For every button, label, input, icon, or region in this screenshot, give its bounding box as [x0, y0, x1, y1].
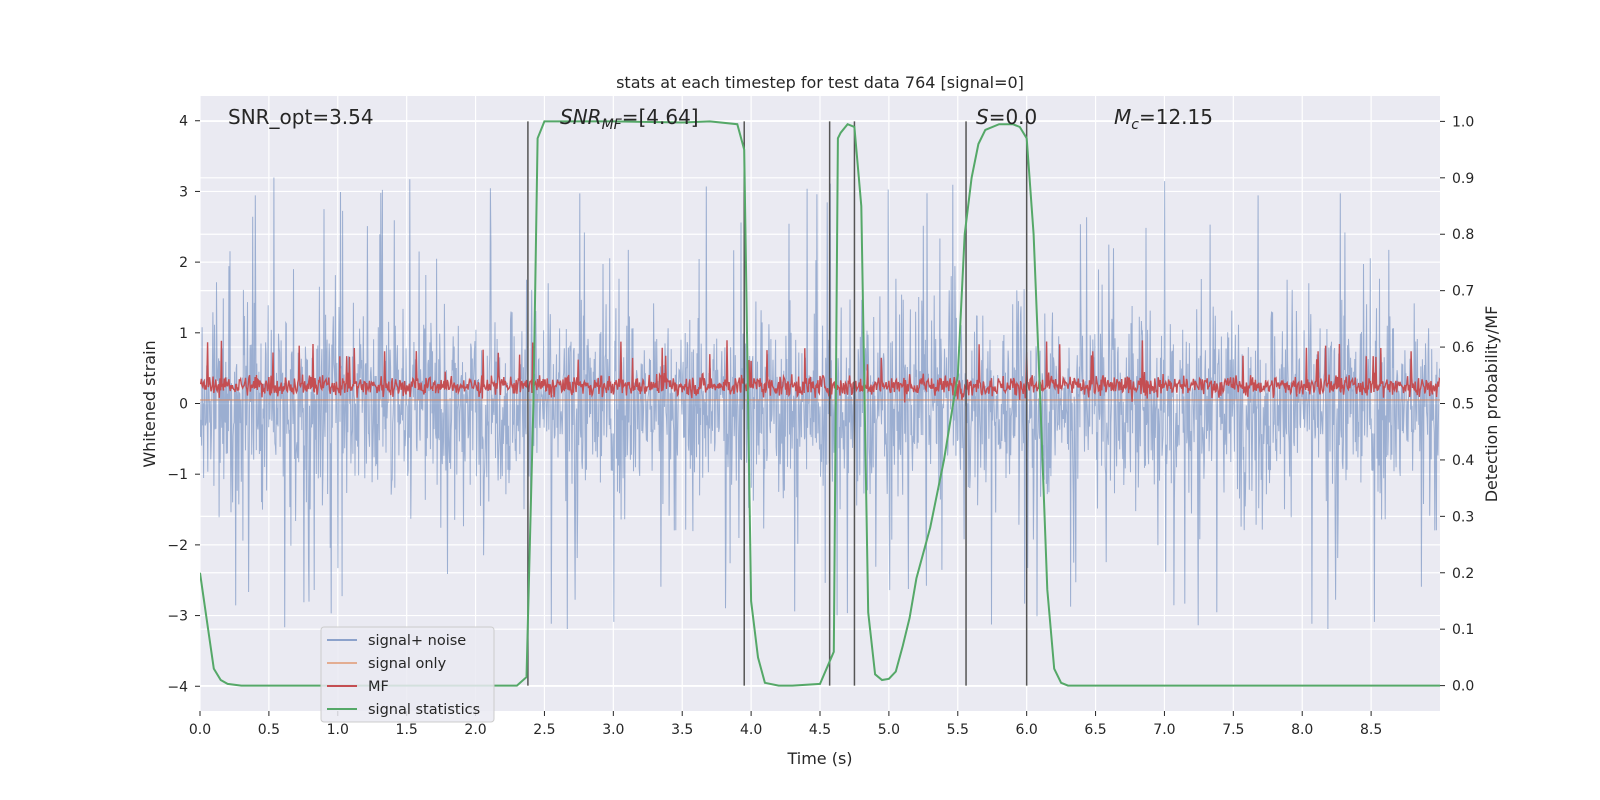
legend-box [320, 626, 495, 723]
x-tick-label: 5.0 [878, 722, 900, 738]
y2-tick-label: 0.8 [1452, 227, 1474, 243]
annotation-snr-mf-value: =[4.64] [622, 105, 699, 129]
y-tick-label: −1 [167, 467, 188, 483]
y2-tick-label: 0.6 [1452, 340, 1474, 356]
y-tick-label: −4 [167, 679, 188, 695]
y2-tick-label: 0.2 [1452, 566, 1474, 582]
y2-tick-label: 0.0 [1452, 679, 1474, 695]
x-tick-label: 1.5 [396, 722, 418, 738]
legend-label-signal-statistics: signal statistics [368, 702, 480, 718]
x-tick-label: 0.0 [189, 722, 211, 738]
x-tick-label: 6.5 [1084, 722, 1106, 738]
y-tick-label: −2 [167, 538, 188, 554]
annotation-mc-value: =12.15 [1139, 105, 1213, 129]
x-tick-label: 7.5 [1222, 722, 1244, 738]
annotation-snr-mf: SNRMF=[4.64] [560, 105, 699, 133]
legend: signal+ noise signal only MF signal stat… [320, 626, 495, 723]
legend-label-signal-noise: signal+ noise [368, 633, 466, 649]
y-axis-ticks: 4 3 2 1 0 −1 −2 −3 −4 [167, 114, 200, 695]
series-mf-line [200, 340, 1440, 403]
grid [199, 96, 1440, 711]
x-tick-label: 3.5 [671, 722, 693, 738]
y2-tick-label: 0.7 [1452, 284, 1474, 300]
annotation-mc-sub: c [1131, 117, 1139, 133]
y2-tick-label: 0.3 [1452, 509, 1474, 525]
y2-tick-label: 0.4 [1452, 453, 1474, 469]
y2-tick-label: 0.5 [1452, 397, 1474, 413]
x-tick-label: 6.0 [1016, 722, 1038, 738]
y-tick-label: 3 [179, 184, 188, 200]
y-tick-label: 0 [179, 397, 188, 413]
plot-area [200, 120, 1440, 687]
x-tick-label: 2.0 [464, 722, 486, 738]
annotation-snr-opt: SNR_opt=3.54 [228, 105, 374, 129]
x-tick-label: 4.5 [809, 722, 831, 738]
annotation-s-value: =0.0 [989, 105, 1038, 129]
chart-title: stats at each timestep for test data 764… [616, 73, 1024, 92]
series-signal-statistics-line [200, 120, 1440, 687]
x-tick-label: 8.5 [1360, 722, 1382, 738]
y-tick-label: 1 [179, 326, 188, 342]
x-tick-label: 4.0 [740, 722, 762, 738]
y2-tick-label: 0.1 [1452, 622, 1474, 638]
series-signal-noise-line [200, 177, 1440, 630]
annotation-mc: Mc=12.15 [1114, 105, 1213, 133]
x-axis-label: Time (s) [786, 749, 852, 768]
y-tick-label: 2 [179, 255, 188, 271]
x-axis-ticks: 0.0 0.5 1.0 1.5 2.0 2.5 3.0 3.5 4.0 4.5 5.0 5.5 6.0 6… [189, 711, 1382, 738]
x-tick-label: 3.0 [602, 722, 624, 738]
x-tick-label: 5.5 [947, 722, 969, 738]
legend-label-signal-only: signal only [368, 656, 447, 672]
annotation-mc-main: M [1114, 105, 1131, 129]
annotation-s: S=0.0 [976, 105, 1037, 129]
y2-tick-label: 0.9 [1452, 171, 1474, 187]
x-tick-label: 0.5 [258, 722, 280, 738]
x-tick-label: 7.0 [1153, 722, 1175, 738]
y2-tick-label: 1.0 [1452, 114, 1474, 130]
legend-label-mf: MF [368, 679, 389, 695]
annotation-s-main: S [976, 105, 989, 129]
annotation-snr-mf-main: SNR [560, 105, 602, 129]
y2-axis-ticks: 1.0 0.9 0.8 0.7 0.6 0.5 0.4 0.3 0.2 0.1 0.0 [1440, 114, 1474, 695]
y-tick-label: 4 [179, 114, 188, 130]
y2-axis-label: Detection probability/MF [1482, 306, 1501, 503]
x-tick-label: 8.0 [1291, 722, 1313, 738]
y-axis-label: Whitened strain [140, 340, 159, 467]
x-tick-label: 2.5 [533, 722, 555, 738]
y-tick-label: −3 [167, 609, 188, 625]
x-tick-label: 1.0 [327, 722, 349, 738]
annotation-snr-mf-sub: MF [602, 117, 623, 133]
